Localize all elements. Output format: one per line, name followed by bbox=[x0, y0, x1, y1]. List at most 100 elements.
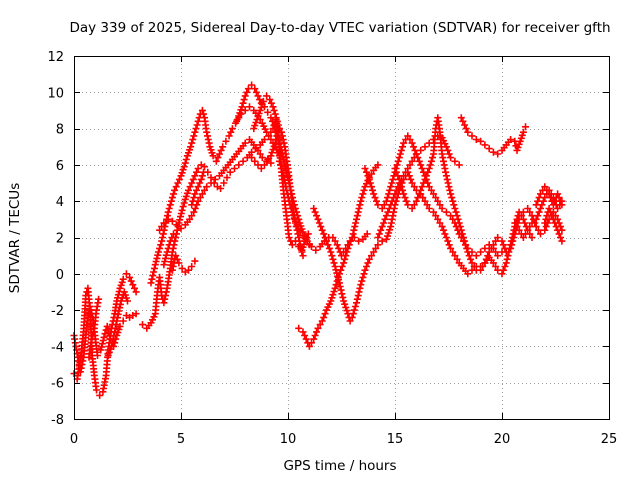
data-point-plus bbox=[328, 252, 336, 260]
data-point-plus bbox=[321, 310, 329, 318]
data-point-plus bbox=[487, 244, 495, 252]
data-point-plus bbox=[513, 223, 521, 231]
data-point-plus bbox=[400, 139, 408, 147]
data-point-plus bbox=[302, 335, 310, 343]
data-point-plus bbox=[537, 190, 544, 198]
data-point-plus bbox=[241, 139, 249, 147]
data-point-plus bbox=[470, 263, 478, 270]
data-point-plus bbox=[363, 230, 371, 238]
data-point-plus bbox=[278, 165, 286, 172]
data-point-plus bbox=[340, 297, 348, 305]
data-point-plus bbox=[267, 136, 275, 143]
data-point-plus bbox=[450, 201, 458, 209]
data-point-plus bbox=[186, 215, 194, 223]
data-point-plus bbox=[507, 244, 515, 252]
data-point-plus bbox=[156, 226, 164, 234]
data-point-plus bbox=[397, 183, 405, 191]
data-point-plus bbox=[295, 324, 303, 332]
data-point-plus bbox=[366, 179, 374, 187]
data-point-plus bbox=[228, 125, 236, 133]
data-point-plus bbox=[333, 269, 341, 277]
data-point-plus bbox=[414, 194, 422, 202]
data-point-plus bbox=[521, 219, 529, 227]
data-point-plus bbox=[541, 183, 549, 191]
data-point-plus bbox=[160, 219, 168, 227]
data-point-plus bbox=[532, 223, 540, 231]
data-point-plus bbox=[180, 199, 188, 207]
data-point-plus bbox=[324, 241, 332, 249]
data-point-plus bbox=[240, 96, 248, 104]
data-point-plus bbox=[200, 168, 207, 176]
data-point-plus bbox=[277, 161, 284, 169]
data-point-plus bbox=[430, 208, 437, 216]
data-point-plus bbox=[390, 194, 398, 202]
data-point-plus bbox=[555, 194, 563, 202]
data-point-plus bbox=[235, 114, 243, 122]
data-markers bbox=[70, 81, 566, 399]
data-point-plus bbox=[456, 223, 464, 231]
data-point-plus bbox=[394, 172, 402, 180]
data-point-plus bbox=[180, 163, 188, 171]
data-point-plus bbox=[385, 229, 393, 237]
data-point-plus bbox=[156, 244, 164, 252]
data-point-plus bbox=[443, 175, 451, 183]
data-point-plus bbox=[293, 221, 301, 229]
data-point-plus bbox=[549, 215, 557, 223]
satellite-track-19 bbox=[391, 114, 566, 274]
data-point-plus bbox=[378, 205, 386, 212]
data-point-plus bbox=[537, 230, 544, 238]
data-point-plus bbox=[246, 103, 253, 111]
data-point-plus bbox=[220, 179, 228, 187]
data-point-plus bbox=[477, 248, 485, 256]
data-point-plus bbox=[395, 154, 403, 162]
y-axis-title: SDTVAR / TECUs bbox=[7, 183, 23, 293]
data-point-plus bbox=[427, 186, 435, 194]
data-point-plus bbox=[477, 266, 485, 274]
y-tick-label: -8 bbox=[51, 413, 64, 428]
data-point-plus bbox=[241, 92, 249, 100]
data-point-plus bbox=[266, 96, 274, 104]
data-point-plus bbox=[349, 310, 357, 318]
data-point-plus bbox=[106, 345, 114, 353]
data-point-plus bbox=[432, 194, 440, 202]
data-point-plus bbox=[248, 81, 256, 89]
data-point-plus bbox=[314, 324, 322, 332]
data-point-plus bbox=[347, 237, 355, 245]
data-point-plus bbox=[368, 170, 375, 178]
data-point-plus bbox=[534, 226, 542, 234]
grid-lines bbox=[74, 56, 609, 419]
data-point-plus bbox=[185, 186, 192, 194]
data-point-plus bbox=[310, 205, 318, 212]
y-tick-label: 12 bbox=[47, 50, 64, 65]
data-point-plus bbox=[297, 244, 305, 252]
data-point-plus bbox=[420, 179, 427, 187]
data-point-plus bbox=[190, 194, 198, 202]
data-point-plus bbox=[313, 212, 320, 220]
data-point-plus bbox=[464, 270, 472, 278]
data-point-plus bbox=[175, 175, 183, 183]
data-point-plus bbox=[444, 146, 452, 154]
data-point-plus bbox=[297, 228, 305, 236]
data-point-plus bbox=[148, 275, 156, 283]
data-point-plus bbox=[453, 255, 461, 263]
satellite-track-17 bbox=[361, 132, 506, 260]
data-point-plus bbox=[421, 197, 429, 205]
y-tick-label: 0 bbox=[56, 268, 64, 283]
data-point-plus bbox=[464, 248, 472, 256]
data-point-plus bbox=[132, 288, 140, 296]
x-tick-label: 15 bbox=[387, 432, 404, 447]
data-point-plus bbox=[397, 146, 405, 154]
data-point-plus bbox=[263, 128, 271, 136]
data-point-plus bbox=[382, 235, 390, 243]
data-point-plus bbox=[196, 179, 204, 187]
data-point-plus bbox=[241, 106, 249, 114]
data-point-plus bbox=[178, 264, 186, 272]
data-point-plus bbox=[442, 234, 450, 241]
data-point-plus bbox=[517, 212, 525, 220]
data-point-plus bbox=[380, 219, 388, 227]
data-point-plus bbox=[132, 310, 140, 318]
data-point-plus bbox=[96, 391, 104, 399]
x-tick-label: 0 bbox=[70, 432, 78, 447]
data-point-plus bbox=[320, 313, 328, 321]
data-point-plus bbox=[395, 175, 403, 183]
